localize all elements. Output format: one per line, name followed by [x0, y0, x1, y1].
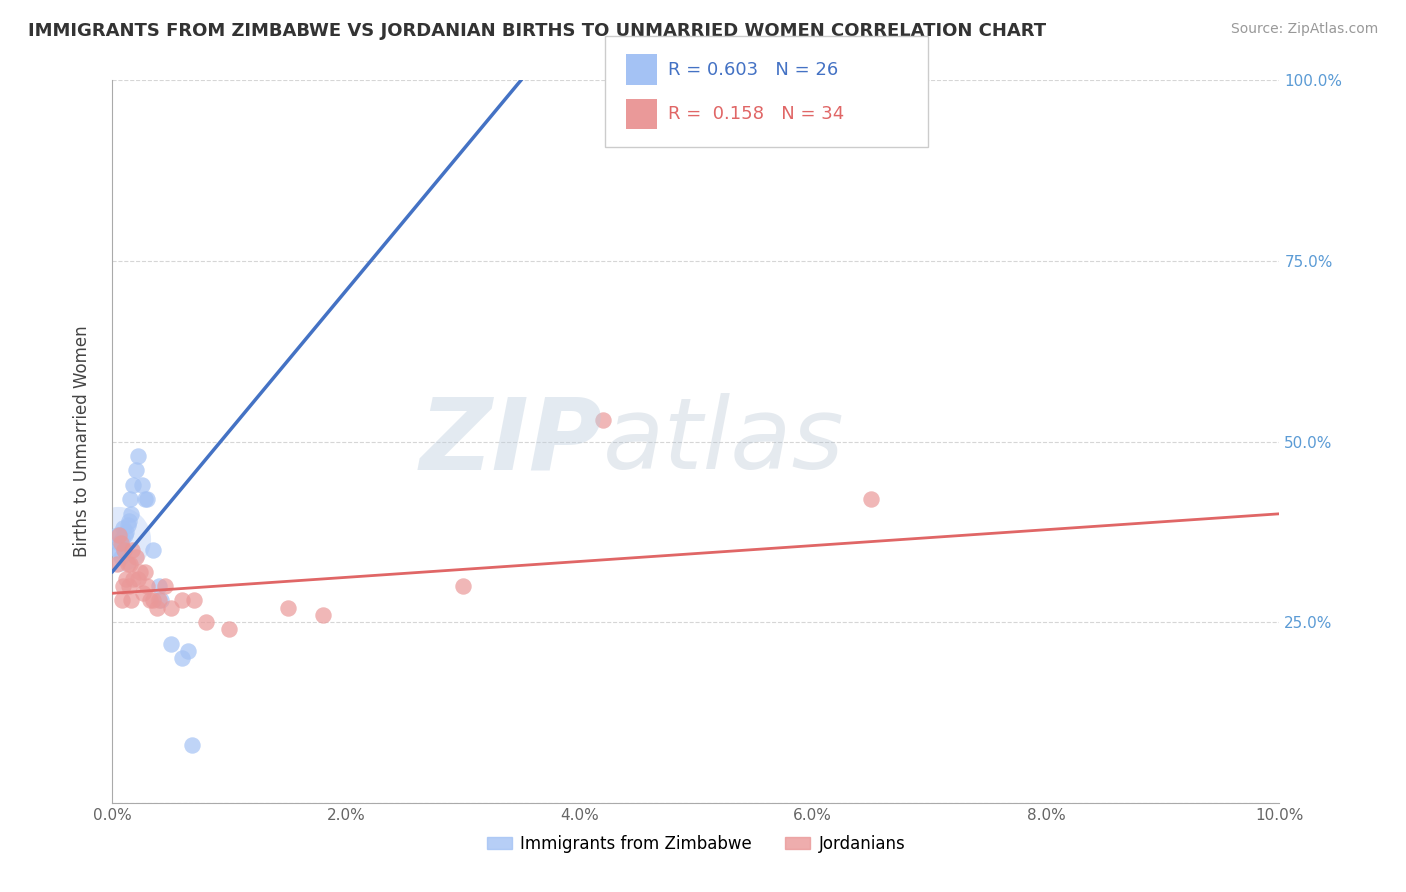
Point — [111, 532, 134, 546]
Point — [115, 524, 138, 539]
Point — [127, 572, 149, 586]
Point — [172, 593, 194, 607]
Point — [183, 593, 205, 607]
Point — [592, 413, 614, 427]
Y-axis label: Births to Unmarried Women: Births to Unmarried Women — [73, 326, 91, 558]
Point — [172, 651, 194, 665]
Point — [121, 542, 143, 557]
Point — [136, 492, 159, 507]
Point — [153, 579, 176, 593]
Point — [125, 550, 148, 565]
Point — [115, 572, 138, 586]
Point — [277, 600, 299, 615]
Text: R =  0.158   N = 34: R = 0.158 N = 34 — [668, 105, 844, 123]
Point — [131, 478, 153, 492]
Point — [110, 535, 132, 549]
Text: R = 0.603   N = 26: R = 0.603 N = 26 — [668, 61, 838, 78]
Point — [111, 593, 134, 607]
Point — [112, 542, 135, 557]
Point — [218, 623, 240, 637]
Point — [122, 572, 145, 586]
Point — [160, 600, 183, 615]
Point — [136, 579, 159, 593]
Point — [177, 644, 200, 658]
Point — [142, 542, 165, 557]
Point — [180, 738, 202, 752]
Point — [112, 542, 135, 557]
Point — [129, 565, 152, 579]
Point — [105, 528, 128, 542]
Legend: Immigrants from Zimbabwe, Jordanians: Immigrants from Zimbabwe, Jordanians — [479, 828, 912, 860]
Point — [118, 514, 141, 528]
Point — [160, 637, 183, 651]
Point — [311, 607, 333, 622]
Point — [134, 565, 156, 579]
Point — [139, 593, 162, 607]
Point — [127, 449, 149, 463]
Point — [125, 463, 148, 477]
Text: atlas: atlas — [603, 393, 844, 490]
Point — [122, 478, 145, 492]
Point — [111, 579, 134, 593]
Point — [120, 507, 142, 521]
Point — [114, 528, 136, 542]
Point — [120, 593, 142, 607]
Text: ZIP: ZIP — [419, 393, 603, 490]
Point — [118, 492, 141, 507]
Point — [117, 517, 139, 532]
Point — [108, 528, 131, 542]
Point — [118, 558, 141, 572]
Point — [110, 550, 132, 565]
Point — [148, 579, 170, 593]
Point — [107, 532, 129, 546]
Point — [860, 492, 883, 507]
Point — [117, 558, 139, 572]
Point — [148, 593, 170, 607]
Point — [105, 558, 128, 572]
Point — [451, 579, 474, 593]
Point — [142, 593, 165, 607]
Point — [132, 586, 155, 600]
Point — [194, 615, 217, 630]
Point — [107, 542, 129, 557]
Text: IMMIGRANTS FROM ZIMBABWE VS JORDANIAN BIRTHS TO UNMARRIED WOMEN CORRELATION CHAR: IMMIGRANTS FROM ZIMBABWE VS JORDANIAN BI… — [28, 22, 1046, 40]
Point — [134, 492, 156, 507]
Point — [108, 535, 131, 549]
Point — [150, 593, 173, 607]
Point — [111, 521, 134, 535]
Point — [146, 600, 169, 615]
Point — [118, 579, 141, 593]
Text: Source: ZipAtlas.com: Source: ZipAtlas.com — [1230, 22, 1378, 37]
